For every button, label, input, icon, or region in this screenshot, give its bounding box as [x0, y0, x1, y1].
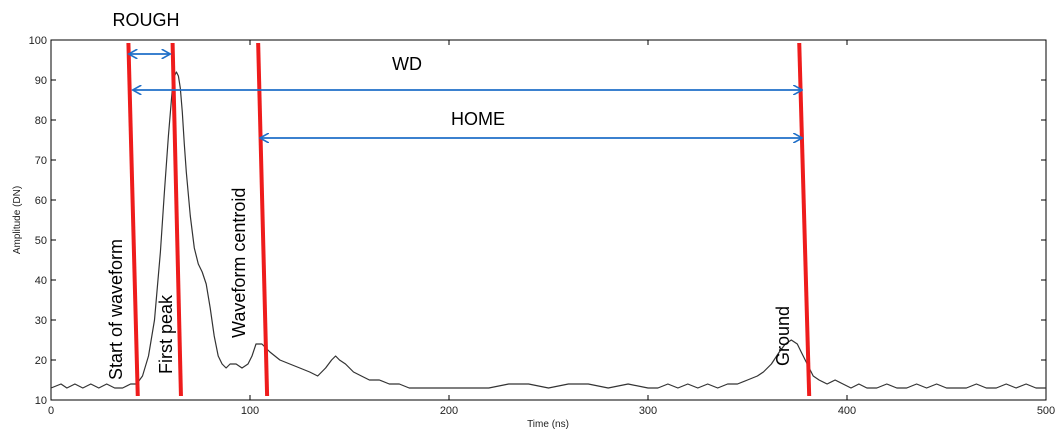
arrow-label-home: HOME: [451, 109, 505, 129]
x-tick-label-2: 200: [440, 405, 458, 417]
marker-layer: Start of waveform First peak Waveform cent…: [106, 42, 812, 397]
marker-label-ground: Ground: [773, 306, 793, 366]
x-axis-label: Time (ns): [527, 419, 569, 430]
y-axis-label: Amplitude (DN): [12, 186, 23, 254]
y-tick-label-6: 70: [35, 155, 47, 167]
x-tick-label-1: 100: [241, 405, 259, 417]
axis-ticks: 0 100 200 300 400 500 10 20 30 40 50 60 70 80 90 100: [29, 35, 1056, 417]
series-layer: [50, 71, 1046, 389]
y-tick-label-0: 10: [35, 395, 47, 407]
plot-frame: [50, 39, 1047, 401]
marker-label-start-of-waveform: Start of waveform: [106, 239, 126, 380]
y-tick-label-3: 40: [35, 275, 47, 287]
annotation-layer: ROUGH WD HOME: [113, 10, 802, 138]
y-tick-label-8: 90: [35, 75, 47, 87]
arrow-label-rough: ROUGH: [113, 10, 180, 30]
y-tick-label-4: 50: [35, 235, 47, 247]
y-tick-label-2: 30: [35, 315, 47, 327]
y-tick-label-1: 20: [35, 355, 47, 367]
marker-line-waveform-centroid: [256, 42, 270, 397]
marker-label-waveform-centroid: Waveform centroid: [229, 188, 249, 338]
marker-label-first-peak: First peak: [156, 294, 176, 374]
x-tick-label-0: 0: [48, 405, 54, 417]
y-tick-label-5: 60: [35, 195, 47, 207]
arrow-label-wd: WD: [392, 54, 422, 74]
x-tick-label-4: 400: [838, 405, 856, 417]
marker-line-start-of-waveform: [126, 42, 140, 397]
x-tick-label-5: 500: [1037, 405, 1055, 417]
marker-line-first-peak: [170, 42, 183, 397]
x-tick-label-3: 300: [639, 405, 657, 417]
marker-line-ground: [797, 42, 812, 397]
y-tick-label-9: 100: [29, 35, 47, 47]
waveform-line-0: [50, 71, 1046, 389]
y-tick-label-7: 80: [35, 115, 47, 127]
